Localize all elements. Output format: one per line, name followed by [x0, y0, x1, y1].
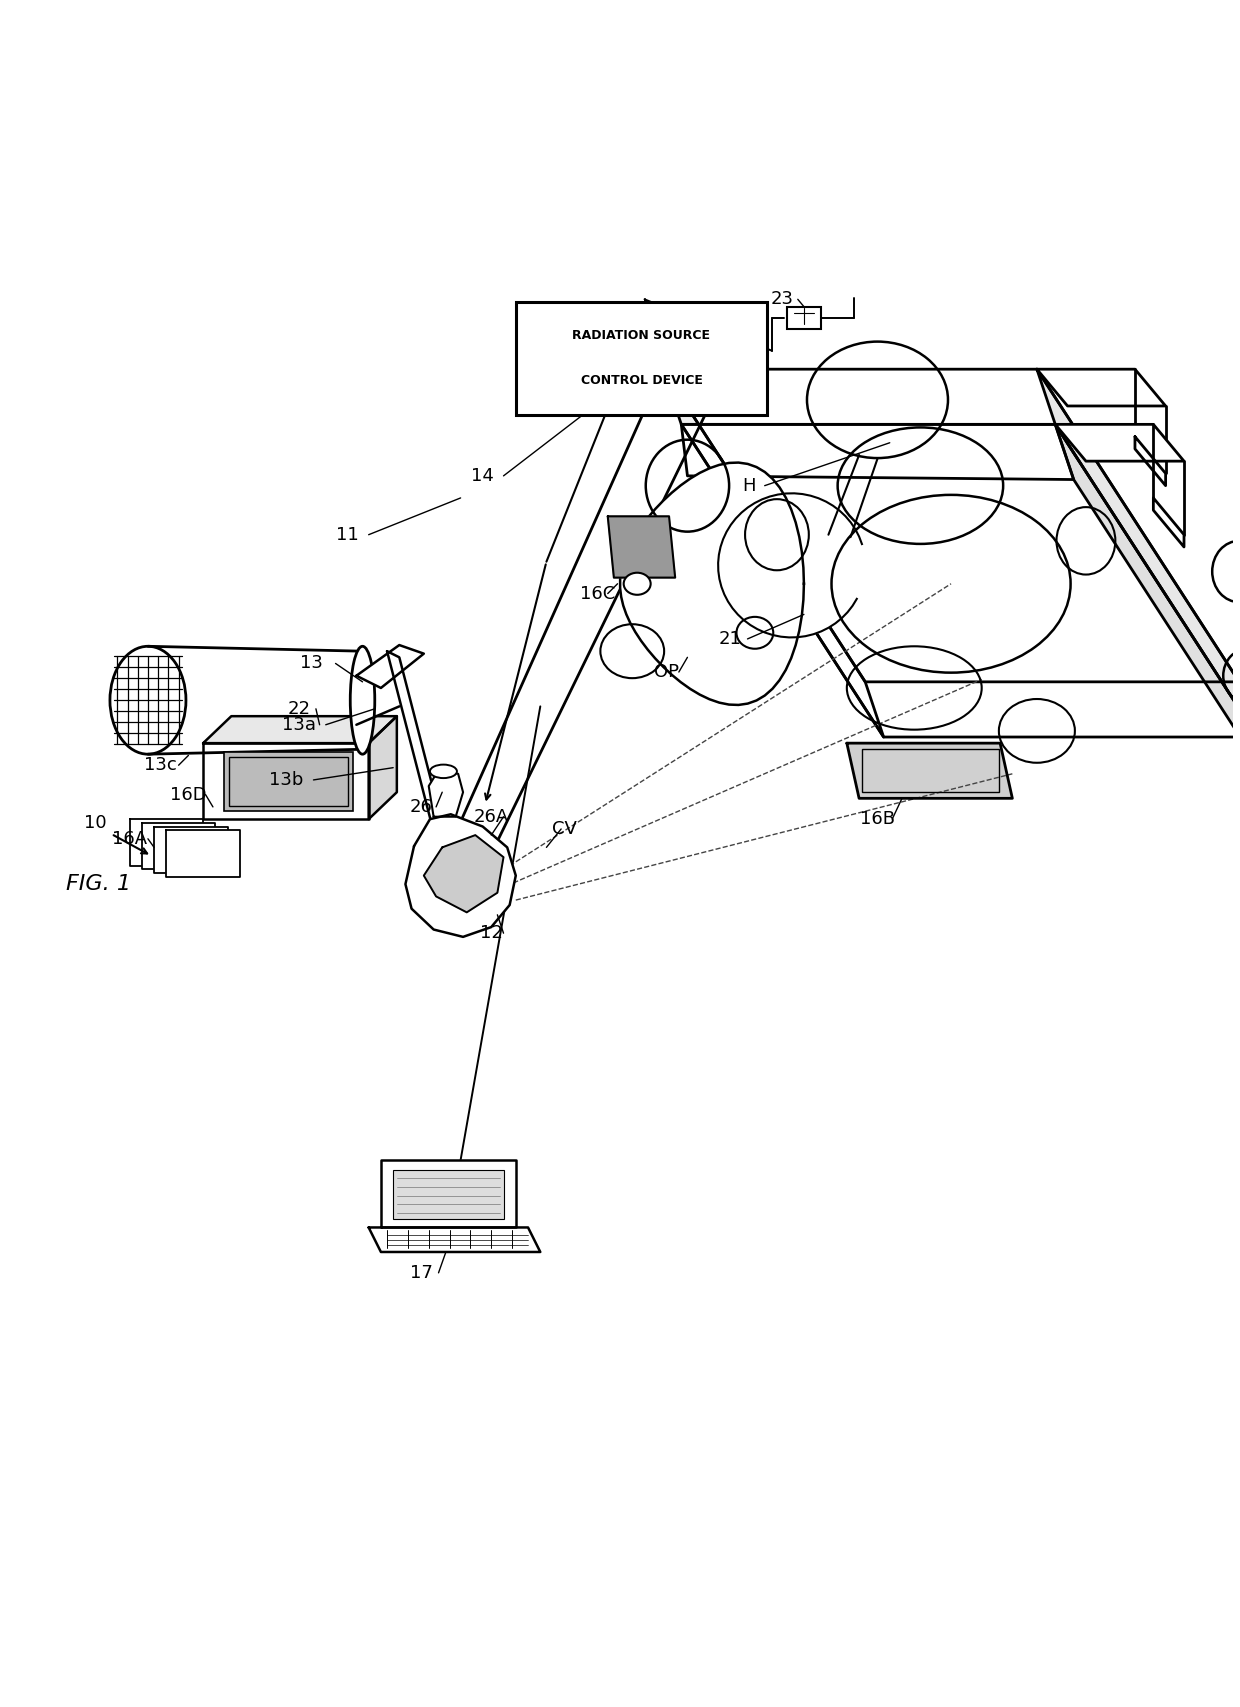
Text: 14: 14 [471, 466, 494, 485]
Text: 13: 13 [300, 654, 322, 673]
Text: FIG. 1: FIG. 1 [66, 874, 130, 894]
Polygon shape [847, 743, 1012, 799]
Polygon shape [663, 369, 884, 737]
Polygon shape [663, 369, 1239, 681]
Polygon shape [1037, 369, 1166, 406]
Polygon shape [141, 823, 216, 869]
Text: 21: 21 [719, 630, 742, 649]
Text: 16D: 16D [170, 785, 207, 804]
Polygon shape [429, 770, 463, 816]
Polygon shape [718, 493, 862, 637]
Text: 13c: 13c [144, 756, 176, 775]
Polygon shape [154, 826, 228, 872]
Text: 13b: 13b [269, 772, 304, 789]
Text: 11: 11 [336, 526, 360, 545]
Polygon shape [620, 463, 804, 705]
Text: 16A: 16A [112, 830, 148, 848]
Text: OP: OP [653, 662, 680, 681]
Text: 16B: 16B [861, 811, 895, 828]
Text: RADIATION SOURCE: RADIATION SOURCE [573, 329, 711, 341]
Polygon shape [1037, 369, 1240, 737]
Text: 16C: 16C [580, 584, 615, 603]
Ellipse shape [624, 574, 651, 594]
Bar [393, 1169, 503, 1219]
Text: CV: CV [552, 819, 578, 838]
Text: 26A: 26A [474, 807, 508, 826]
Bar [516, 302, 768, 415]
Polygon shape [356, 645, 424, 688]
Polygon shape [430, 364, 730, 891]
Polygon shape [424, 835, 503, 912]
Polygon shape [681, 425, 1240, 737]
Bar [862, 749, 999, 792]
Bar [786, 307, 821, 329]
Polygon shape [166, 830, 239, 877]
Text: 13a: 13a [281, 715, 316, 734]
Polygon shape [608, 516, 675, 577]
Text: 23: 23 [770, 290, 794, 309]
Polygon shape [1055, 425, 1184, 461]
Polygon shape [129, 819, 203, 865]
Text: 17: 17 [410, 1263, 433, 1282]
Polygon shape [681, 425, 1074, 480]
Ellipse shape [350, 647, 374, 754]
Text: H: H [742, 476, 755, 495]
Ellipse shape [600, 625, 665, 678]
Text: CONTROL DEVICE: CONTROL DEVICE [580, 374, 702, 387]
Polygon shape [405, 814, 516, 937]
Text: 26: 26 [410, 797, 433, 816]
Text: 22: 22 [288, 700, 310, 719]
Polygon shape [1055, 425, 1240, 792]
Polygon shape [368, 717, 397, 819]
Polygon shape [387, 650, 449, 847]
Polygon shape [203, 717, 397, 743]
Polygon shape [1153, 498, 1184, 546]
Bar [224, 751, 352, 811]
Text: 12: 12 [480, 923, 502, 942]
Polygon shape [368, 1227, 541, 1251]
Polygon shape [1135, 437, 1166, 486]
Polygon shape [381, 1161, 516, 1227]
Ellipse shape [430, 765, 456, 778]
Polygon shape [203, 743, 368, 819]
Bar [229, 756, 347, 806]
Text: 10: 10 [84, 814, 107, 831]
